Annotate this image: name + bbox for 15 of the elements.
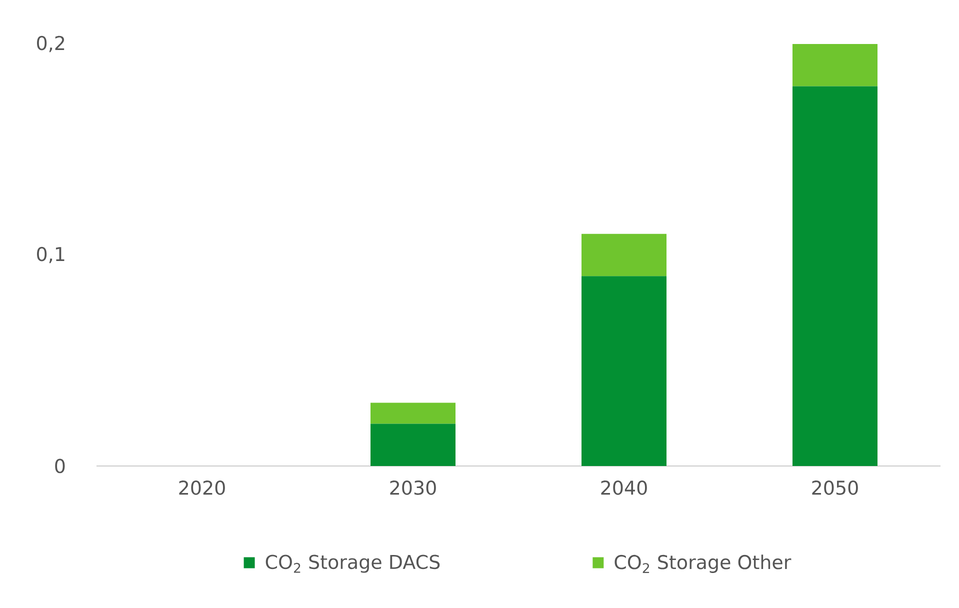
x-tick-label: 2040 <box>601 480 647 495</box>
x-tick-label: 2030 <box>390 480 436 495</box>
y-tick-label: 0,1 <box>37 246 64 264</box>
y-tick-label: 0 <box>55 458 65 474</box>
bar <box>582 234 666 276</box>
y-tick-label: 0,2 <box>37 36 64 52</box>
legend-label: CO$_{2}$ Storage Other <box>614 554 792 573</box>
legend-label: CO$_{2}$ Storage DACS <box>266 554 440 573</box>
bar <box>792 86 878 466</box>
bar <box>792 44 878 86</box>
bar <box>582 276 666 466</box>
x-tick-label: 2050 <box>812 480 858 495</box>
bar <box>370 424 456 466</box>
bar <box>370 402 456 424</box>
x-tick-label: 2020 <box>179 480 225 495</box>
